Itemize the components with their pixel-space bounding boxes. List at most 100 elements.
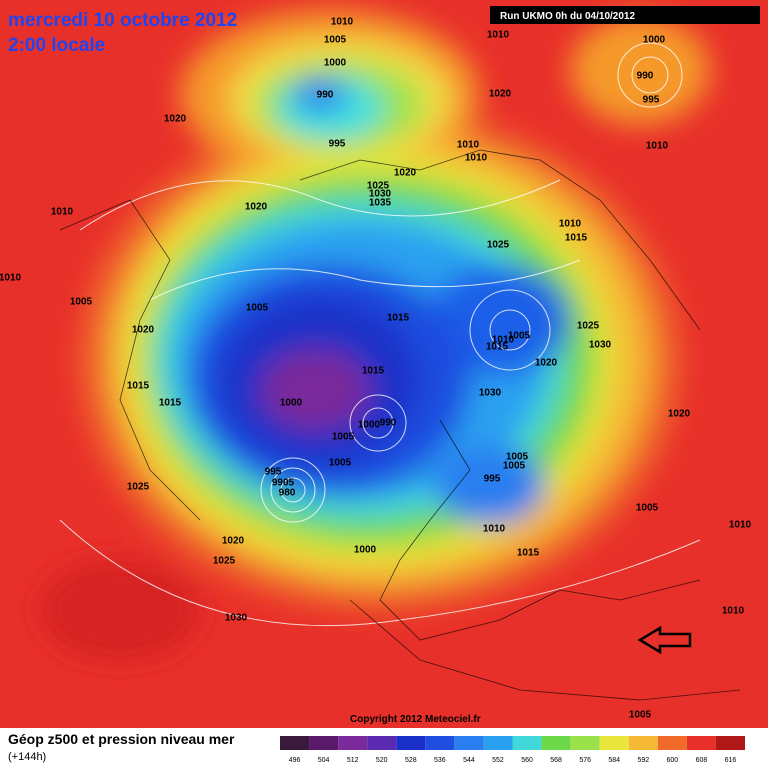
copyright: Copyright 2012 Meteociel.fr [350,714,481,725]
pressure-label: 1010 [646,141,669,152]
scale-label: 504 [318,757,330,764]
pressure-label: 1005 [503,461,526,472]
pressure-label: 1020 [668,409,691,420]
scale-label: 576 [579,757,591,764]
time-title: 2:00 locale [8,35,105,56]
pressure-label: 1005 [324,35,347,46]
arrow-marker [637,625,692,655]
scale-label: 552 [492,757,504,764]
pressure-label: 1015 [486,342,509,353]
pressure-label: 1000 [643,35,666,46]
pressure-label: 1015 [517,548,540,559]
scale-swatch [367,736,397,750]
scale-swatch [483,736,513,750]
scale-swatch [454,736,484,750]
pressure-label: 1005 [246,303,269,314]
pressure-label: 1015 [362,366,385,377]
pressure-label: 1030 [479,388,502,399]
pressure-label: 1010 [483,524,506,535]
pressure-label: 1015 [387,313,410,324]
pressure-label: 990 [317,90,334,101]
pressure-label: 990 [380,418,397,429]
legend-title: Géop z500 et pression niveau mer [8,731,235,747]
scale-swatch [628,736,658,750]
pressure-label: 1030 [225,613,248,624]
scale-swatch [280,736,310,750]
pressure-label: 995 [265,467,282,478]
height-field [40,10,710,660]
pressure-label: 1025 [213,556,236,567]
pressure-label: 1005 [636,503,659,514]
scale-swatch [599,736,629,750]
scale-swatch [686,736,716,750]
pressure-label: 1020 [132,325,155,336]
scale-swatch [715,736,745,750]
legend-lead: (+144h) [8,751,46,763]
scale-label: 616 [725,757,737,764]
pressure-label: 1020 [245,202,268,213]
pressure-label: 1010 [331,17,354,28]
pressure-label: 1030 [589,340,612,351]
scale-swatch [425,736,455,750]
pressure-label: 1020 [164,114,187,125]
pressure-label: 1025 [577,321,600,332]
pressure-label: 1010 [492,335,515,346]
pressure-label: 1010 [0,273,22,284]
pressure-label: 1020 [222,536,245,547]
pressure-label: 1000 [280,398,303,409]
pressure-label: 9905 [272,478,295,489]
pressure-label: 1020 [489,89,512,100]
scale-swatch [657,736,687,750]
pressure-label: 1010 [465,153,488,164]
pressure-label: 1000 [324,58,347,69]
pressure-label: 1010 [51,207,74,218]
pressure-label: 1000 [354,545,377,556]
scale-label: 496 [289,757,301,764]
pressure-label: 1025 [127,482,150,493]
pressure-label: 1010 [457,140,480,151]
scale-label: 520 [376,757,388,764]
scale-label: 512 [347,757,359,764]
pressure-label: 1030 [369,189,392,200]
pressure-label: 1005 [332,432,355,443]
scale-label: 600 [667,757,679,764]
pressure-label: 1005 [329,458,352,469]
pressure-label: 1020 [535,358,558,369]
coastlines [59,149,741,701]
pressure-label: 1005 [506,452,529,463]
pressure-label: 1015 [565,233,588,244]
scale-swatch [512,736,542,750]
scale-label: 584 [608,757,620,764]
scale-swatch [338,736,368,750]
scale-label: 528 [405,757,417,764]
scale-label: 568 [550,757,562,764]
pressure-label: 1020 [394,168,417,179]
scale-swatch [541,736,571,750]
pressure-label: 1025 [367,181,390,192]
pressure-label: 1010 [487,30,510,41]
scale-swatch [309,736,339,750]
pressure-label: 1015 [159,398,182,409]
scale-label: 560 [521,757,533,764]
pressure-label: 1010 [729,520,752,531]
scale-label: 536 [434,757,446,764]
scale-label: 544 [463,757,475,764]
pressure-label: 980 [279,488,296,499]
scale-swatch [396,736,426,750]
pressure-label: 990 [637,71,654,82]
pressure-label: 1005 [508,331,531,342]
pressure-label: 1010 [722,606,745,617]
pressure-label: 1005 [629,710,652,721]
run-box [490,6,760,24]
pressure-label: 1015 [127,381,150,392]
pressure-label: 995 [643,95,660,106]
pressure-label: 995 [329,139,346,150]
color-scale: 496 504 512 520 528 536 544 552 560 568 576 584 592 6… [280,736,745,764]
pressure-label: 1035 [369,198,392,209]
run-info: Run UKMO 0h du 04/10/2012 [500,11,635,22]
pressure-label: 1025 [487,240,510,251]
pressure-label: 1005 [70,297,93,308]
pressure-label: 995 [484,474,501,485]
